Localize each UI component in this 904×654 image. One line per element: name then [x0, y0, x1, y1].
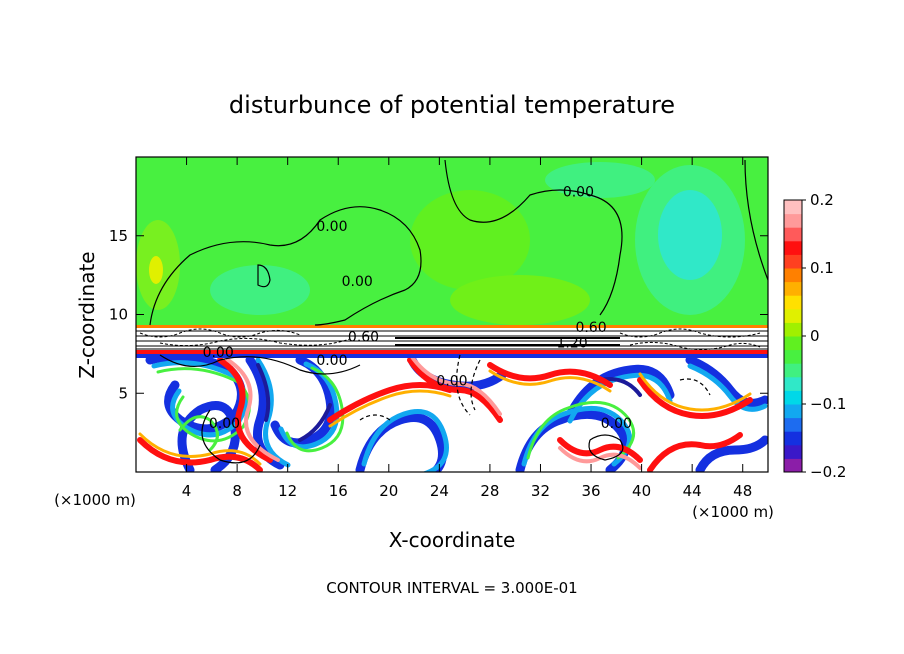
colorbar-segment — [784, 376, 802, 391]
x-tick-label: 12 — [278, 482, 297, 500]
colorbar-segment — [784, 444, 802, 459]
colorbar-segment — [784, 213, 802, 228]
contour-label: 0.00 — [342, 274, 373, 290]
y-tick-label: 15 — [109, 227, 128, 245]
colorbar-segment — [784, 349, 802, 364]
upper-warm-patch — [410, 190, 530, 290]
colorbar-tick-label: −0.1 — [810, 395, 846, 413]
mixed-layer-eddies — [136, 350, 768, 472]
x-tick-label: 28 — [480, 482, 499, 500]
upper-cool-patch — [658, 190, 722, 280]
colorbar-segment — [784, 268, 802, 283]
x-unit-right: (×1000 m) — [692, 503, 774, 521]
x-tick-label: 36 — [581, 482, 600, 500]
colorbar-tick-label: 0 — [810, 327, 820, 345]
colorbar-segment — [784, 458, 802, 473]
colorbar-segment — [784, 240, 802, 255]
x-axis-label: X-coordinate — [389, 528, 516, 552]
upper-warm-patch — [149, 256, 163, 284]
colorbar-segment — [784, 254, 802, 269]
y-axis: 5 10 15 — [109, 227, 768, 402]
y-tick-label: 10 — [109, 306, 128, 324]
colorbar-segment — [784, 390, 802, 405]
plot-area: 0.000.000.000.00 0.000.600.601.200.000.00… — [136, 157, 768, 472]
colorbar-segment — [784, 227, 802, 242]
contour-label: 0.00 — [316, 219, 347, 235]
x-tick-label: 44 — [683, 482, 702, 500]
contour-label: 0.60 — [575, 320, 606, 336]
colorbar-tick-label: 0.1 — [810, 259, 834, 277]
contour-label: 0.00 — [563, 184, 594, 200]
colorbar-segment — [784, 308, 802, 323]
colorbar-segment — [784, 431, 802, 446]
colorbar-segment — [784, 336, 802, 351]
chart-title: disturbunce of potential temperature — [229, 91, 675, 119]
x-tick-label: 16 — [329, 482, 348, 500]
colorbar-segment — [784, 200, 802, 215]
x-tick-label: 48 — [733, 482, 752, 500]
colorbar — [783, 199, 803, 473]
colorbar-segment — [784, 363, 802, 378]
colorbar-segment — [784, 417, 802, 432]
x-tick-label: 20 — [379, 482, 398, 500]
upper-warm-patch — [450, 275, 590, 325]
contour-label: 0.00 — [209, 416, 240, 432]
colorbar-segment — [784, 322, 802, 337]
upper-cool-patch — [210, 265, 310, 315]
y-tick-label: 5 — [118, 384, 128, 402]
contour-interval-note: CONTOUR INTERVAL = 3.000E-01 — [326, 579, 577, 597]
colorbar-ticks: 0.2 0.1 0 −0.1 −0.2 — [802, 191, 846, 481]
contour-label: 0.60 — [348, 329, 379, 345]
contour-label: 0.00 — [601, 416, 632, 432]
colorbar-tick-label: −0.2 — [810, 463, 846, 481]
colorbar-segment — [784, 404, 802, 419]
contour-label: 1.20 — [556, 336, 587, 352]
colorbar-segment — [784, 281, 802, 296]
upper-cool-patch — [545, 162, 655, 198]
contour-label: 0.00 — [203, 345, 234, 361]
y-axis-label: Z-coordinate — [75, 251, 99, 378]
contour-label: 0.00 — [436, 373, 467, 389]
contour-label: 0.00 — [316, 353, 347, 369]
x-tick-label: 8 — [232, 482, 242, 500]
colorbar-segment — [784, 295, 802, 310]
x-axis: 4 8 12 16 20 24 28 32 36 40 44 48 — [182, 157, 752, 500]
contour-labels: 0.000.000.000.00 0.000.600.601.200.000.00… — [203, 184, 632, 432]
x-unit-left: (×1000 m) — [54, 491, 136, 509]
x-tick-label: 24 — [430, 482, 449, 500]
colorbar-tick-label: 0.2 — [810, 191, 834, 209]
x-tick-label: 32 — [531, 482, 550, 500]
x-tick-label: 4 — [182, 482, 192, 500]
contour-lines — [149, 159, 768, 464]
x-tick-label: 40 — [632, 482, 651, 500]
